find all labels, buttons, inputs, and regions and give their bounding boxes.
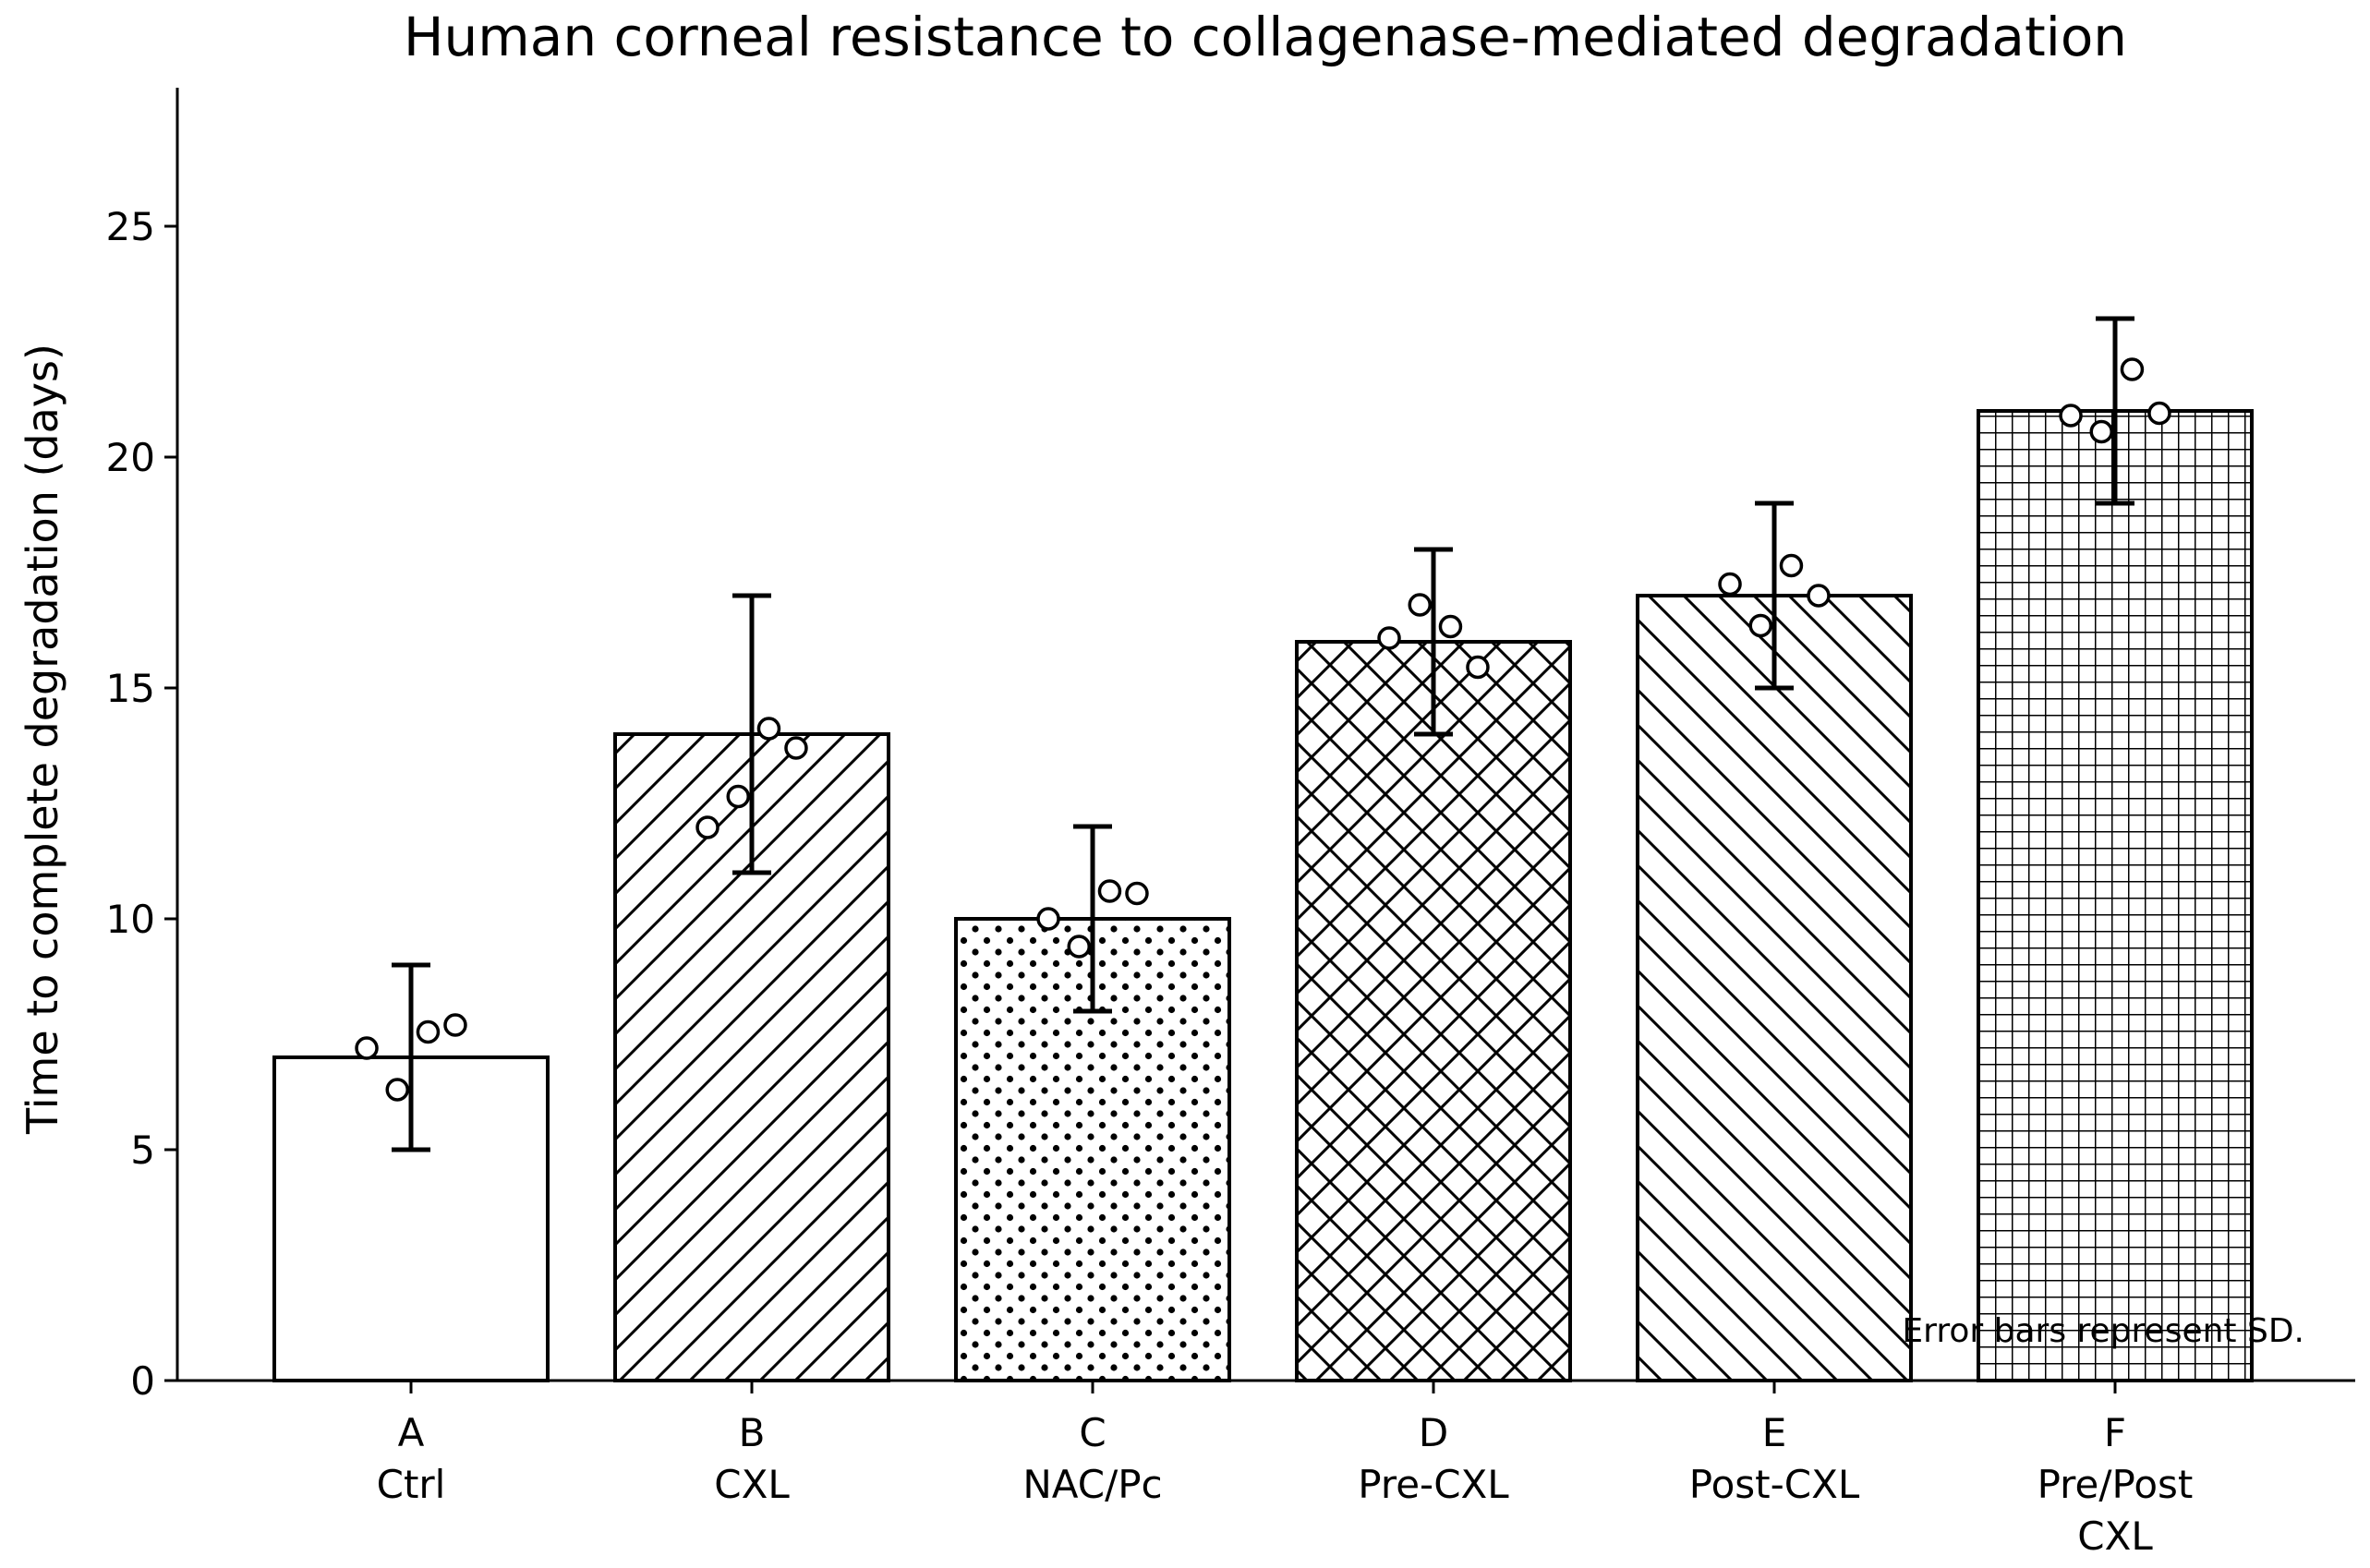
data-point	[1067, 935, 1091, 959]
error-bar-C	[1073, 824, 1112, 1014]
data-points	[355, 357, 2171, 1102]
x-tick-label-name: CXL	[714, 1462, 790, 1507]
x-tick-label-letter: E	[1762, 1410, 1787, 1455]
error-bar-D	[1414, 547, 1453, 737]
data-point	[1466, 655, 1490, 680]
data-point	[1097, 879, 1122, 903]
x-tick-label-name: Pre/Post	[2037, 1462, 2194, 1507]
y-tick-label: 0	[130, 1358, 155, 1404]
error-bar-F	[2096, 316, 2134, 506]
x-tick-label-name: Post-CXL	[1689, 1462, 1860, 1507]
data-point	[355, 1036, 379, 1060]
data-point	[784, 736, 808, 760]
data-point	[1125, 881, 1149, 906]
bar-E	[1636, 594, 1913, 1382]
error-bar-B	[732, 593, 771, 875]
x-tick-label-name: CXL	[2077, 1514, 2153, 1559]
y-tick-label: 20	[106, 435, 155, 480]
axes	[175, 88, 2355, 1382]
data-point	[443, 1013, 467, 1037]
x-tick-label-name: Pre-CXL	[1358, 1462, 1509, 1507]
y-axis-label: Time to complete degradation (days)	[18, 344, 67, 1135]
x-tick-label-letter: A	[398, 1410, 425, 1455]
bar-F	[1977, 409, 2254, 1382]
x-tick-label-letter: B	[739, 1410, 766, 1455]
chart-title: Human corneal resistance to collagenase-…	[404, 6, 2127, 68]
data-point	[1807, 584, 1831, 608]
x-tick-label-name: NAC/Pc	[1022, 1462, 1162, 1507]
data-point	[385, 1078, 409, 1102]
y-tick-label: 15	[106, 666, 155, 711]
error-bar-E	[1755, 501, 1794, 691]
bars	[272, 409, 2254, 1382]
x-ticks: A Ctrl B CXL C NAC/Pc D Pre-CXL E Post-CXL F Pre/Po…	[377, 1381, 2194, 1559]
data-point	[1377, 626, 1401, 650]
data-point	[1779, 553, 1804, 578]
x-tick-label-name: Ctrl	[377, 1462, 446, 1507]
x-tick-label-letter: D	[1419, 1410, 1448, 1455]
data-point	[726, 784, 750, 809]
data-point	[1748, 613, 1772, 638]
error-bars	[392, 316, 2134, 1152]
data-point	[2120, 357, 2145, 381]
data-point	[1718, 572, 1742, 597]
x-tick-label-letter: F	[2104, 1410, 2126, 1455]
data-point	[1438, 614, 1463, 639]
data-point	[695, 815, 719, 839]
data-point	[2059, 404, 2083, 428]
error-bar-A	[392, 962, 430, 1152]
data-point	[2089, 419, 2113, 444]
x-tick-label-letter: C	[1079, 1410, 1106, 1455]
data-point	[756, 717, 781, 741]
error-bar-note: Error bars represent SD.	[1902, 1312, 2304, 1350]
data-point	[1036, 907, 1060, 931]
y-ticks: 0 5 10 15 20 25	[106, 204, 177, 1404]
y-tick-label: 10	[106, 897, 155, 942]
data-point	[416, 1019, 441, 1044]
y-tick-label: 25	[106, 204, 155, 249]
bar-D	[1295, 640, 1572, 1382]
data-point	[2147, 401, 2171, 426]
y-tick-label: 5	[130, 1128, 155, 1173]
data-point	[1408, 593, 1432, 617]
